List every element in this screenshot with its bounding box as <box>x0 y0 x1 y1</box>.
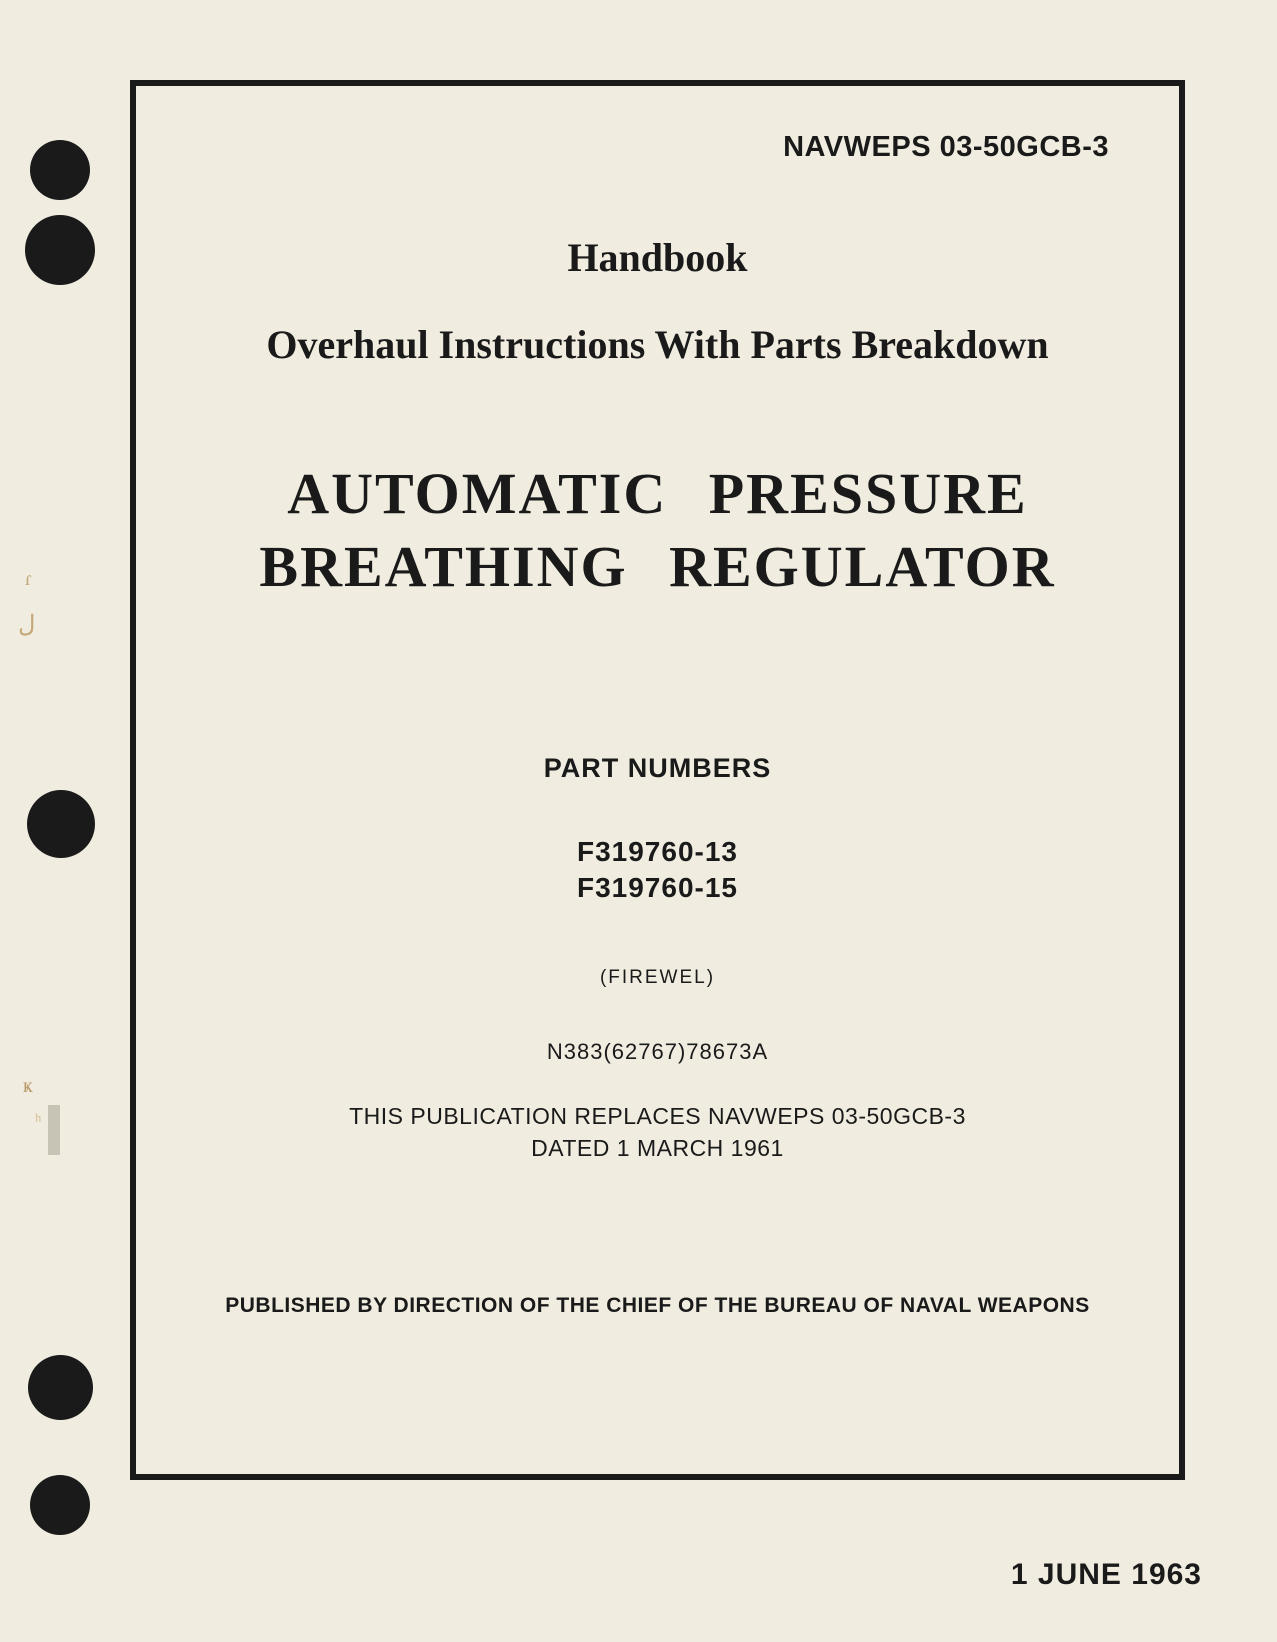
title-line-2: BREATHING REGULATOR <box>206 531 1109 604</box>
publisher-statement: PUBLISHED BY DIRECTION OF THE CHIEF OF T… <box>206 1294 1109 1318</box>
part-numbers-heading: PART NUMBERS <box>206 753 1109 784</box>
document-page: ɾ ل ҝ ʰ NAVWEPS 03-50GCB-3 Handbook Over… <box>0 0 1277 1642</box>
scan-artifact: ʰ <box>35 1110 41 1133</box>
document-subtitle: Overhaul Instructions With Parts Breakdo… <box>206 321 1109 368</box>
supersedes-line-2: DATED 1 MARCH 1961 <box>531 1135 784 1161</box>
scan-artifact: ɾ <box>25 568 32 591</box>
document-title: AUTOMATIC PRESSURE BREATHING REGULATOR <box>206 458 1109 603</box>
publication-date: 1 JUNE 1963 <box>1011 1558 1202 1592</box>
scan-artifact: ل <box>18 610 35 639</box>
title-line-1: AUTOMATIC PRESSURE <box>206 458 1109 531</box>
punch-hole <box>25 215 95 285</box>
punch-hole <box>30 1475 90 1535</box>
document-id: NAVWEPS 03-50GCB-3 <box>206 131 1109 164</box>
punch-hole <box>30 140 90 200</box>
supersedes-line-1: THIS PUBLICATION REPLACES NAVWEPS 03-50G… <box>349 1103 966 1129</box>
punch-hole <box>28 1355 93 1420</box>
scan-artifact <box>48 1105 60 1155</box>
document-type: Handbook <box>206 234 1109 281</box>
manufacturer-name: (FIREWEL) <box>206 967 1109 989</box>
scan-artifact: ҝ <box>23 1075 33 1098</box>
part-number: F319760-13 <box>206 834 1109 870</box>
content-frame: NAVWEPS 03-50GCB-3 Handbook Overhaul Ins… <box>130 80 1185 1480</box>
part-number: F319760-15 <box>206 870 1109 906</box>
supersedes-notice: THIS PUBLICATION REPLACES NAVWEPS 03-50G… <box>206 1100 1109 1164</box>
part-numbers-list: F319760-13 F319760-15 <box>206 834 1109 907</box>
punch-hole <box>27 790 95 858</box>
contract-number: N383(62767)78673A <box>206 1039 1109 1065</box>
